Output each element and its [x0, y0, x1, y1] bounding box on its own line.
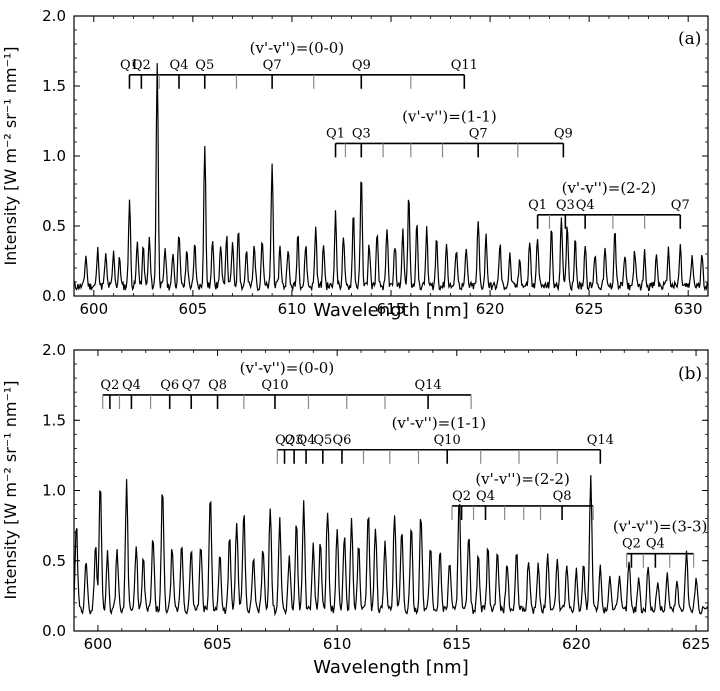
panel-b-x-tick-label: 610: [323, 635, 352, 653]
panel-a-x-axis-label: Wavelength [nm]: [313, 300, 469, 321]
panel-a-band-label: Q1: [326, 126, 345, 141]
panel-a-x-tick-label: 610: [278, 300, 307, 318]
panel-a-x-tick-label: 620: [476, 300, 505, 318]
panel-b-x-axis-label: Wavelength [nm]: [313, 657, 469, 678]
panel-a-y-tick-label: 0.5: [42, 217, 66, 235]
panel-b-y-tick-label: 2.0: [42, 341, 66, 359]
panel-b-band-label: Q3: [285, 433, 304, 448]
panel-b-band-label: Q8: [208, 378, 227, 393]
panel-b-band-label: Q8: [553, 489, 572, 504]
panel-a-band-label: Q3: [556, 198, 575, 213]
panel-b-band-label: Q5: [313, 433, 332, 448]
panel-b-x-tick-label: 625: [682, 635, 711, 653]
panel-b-band-label: Q14: [587, 433, 614, 448]
panel-b-band-3: (v'-v'')=(3-3)Q2 Q4: [613, 518, 708, 568]
panel-b-x-tick-label: 620: [562, 635, 591, 653]
panel-a-band-label: Q1: [528, 198, 547, 213]
panel-b-band-title: (v'-v'')=(3-3): [613, 518, 708, 536]
panel-b-band-label: Q2: [622, 537, 641, 552]
panel-a-x-tick-label: 615: [377, 300, 406, 318]
panel-b-y-tick-label: 0.0: [42, 622, 66, 640]
panel-a-axes: 600 605 610 615 620 625 630 0.0 0.5 1.0 1.5 2.0: [42, 7, 709, 318]
panel-b-y-axis-label: Intensity [W m⁻² sr⁻¹ nm⁻¹]: [1, 380, 20, 599]
panel-a-band-label: Q2: [132, 58, 151, 73]
panel-a-y-axis-label: Intensity [W m⁻² sr⁻¹ nm⁻¹]: [1, 46, 20, 265]
panel-b-band-label: Q10: [434, 433, 461, 448]
panel-a-band-label: Q7: [469, 126, 488, 141]
panel-b-band-2: (v'-v'')=(2-2) Q2 Q4 Q8: [451, 470, 594, 520]
panel-b-label: (b): [678, 364, 702, 384]
panel-a-x-tick-label: 630: [674, 300, 703, 318]
panel-b-band-label: Q2: [100, 378, 119, 393]
panel-a-y-tick-label: 2.0: [42, 7, 66, 25]
panel-b-band-label: Q4: [297, 433, 316, 448]
panel-b-band-label: Q7: [182, 378, 201, 393]
panel-a-y-tick-label: 1.5: [42, 77, 66, 95]
panel-b-band-label: Q2: [452, 489, 471, 504]
panel-a-band-label: Q9: [352, 58, 371, 73]
panel-a-band-1: (v'-v'')=(1-1) Q1 Q3 Q7 Q9: [326, 107, 573, 158]
panel-a-band-label: Q4: [576, 198, 595, 213]
panel-b-band-label: Q4: [122, 378, 141, 393]
panel-a-band-2: (v'-v'')=(2-2) Q1 Q3 Q4 Q7: [528, 179, 690, 229]
panel-b-y-tick-label: 1.5: [42, 411, 66, 429]
panel-a-label: (a): [678, 29, 701, 49]
panel-b-x-tick-label: 600: [84, 635, 113, 653]
panel-b-x-tick-label: 615: [442, 635, 471, 653]
panel-a-band-title: (v'-v'')=(0-0): [250, 39, 345, 57]
panel-b-band-label: Q14: [414, 378, 441, 393]
panel-a-y-tick-label: 1.0: [42, 147, 66, 165]
panel-a-series-line: [73, 63, 709, 292]
panel-a-band-label: Q3: [352, 126, 371, 141]
panel-b-x-tick-label: 605: [203, 635, 232, 653]
panel-b-bands: (v'-v'')=(0-0)Q2 Q4 Q6 Q7 Q8 Q10 Q14(v'-v'')=(…: [100, 359, 707, 568]
panel-b-band-label: Q4: [476, 489, 495, 504]
panel-b-band-label: Q6: [332, 433, 351, 448]
panel-b-band-0: (v'-v'')=(0-0) Q2 Q4 Q6 Q7 Q8 Q10 Q14: [100, 359, 472, 409]
panel-a-x-tick-label: 600: [79, 300, 108, 318]
panel-b-band-title: (v'-v'')=(1-1): [392, 414, 487, 432]
panel-b-band-label: Q4: [646, 537, 665, 552]
panel-b: 600 605 610 615 620 625 0.0 0.5 1.0 1.5 2.0 (v'-v'…: [1, 341, 710, 678]
panel-a-band-label: Q4: [170, 58, 189, 73]
panel-b-band-label: Q10: [261, 378, 288, 393]
panel-b-band-label: Q2: [275, 433, 294, 448]
panel-b-y-tick-label: 1.0: [42, 482, 66, 500]
panel-a-band-title: (v'-v'')=(1-1): [402, 107, 497, 125]
panel-a-x-tick-label: 625: [575, 300, 604, 318]
panel-b-axes: 600 605 610 615 620 625 0.0 0.5 1.0 1.5 2.0: [42, 341, 710, 653]
panel-b-series-line: [73, 475, 709, 617]
panel-b-y-tick-label: 0.5: [42, 552, 66, 570]
panel-b-band-label: Q6: [160, 378, 179, 393]
panel-b-band-title: (v'-v'')=(2-2): [475, 470, 570, 488]
panel-a-band-label: Q7: [263, 58, 282, 73]
panel-a-y-tick-label: 0.0: [42, 287, 66, 305]
panel-a-band-label: Q5: [195, 58, 214, 73]
panel-a-band-label: Q1: [120, 58, 139, 73]
panel-a-x-tick-label: 605: [179, 300, 208, 318]
panel-a-band-label: Q9: [554, 126, 573, 141]
panel-a: 600 605 610 615 620 625 630 0.0 0.5 1.0 1.5 2.0 (v'…: [1, 7, 709, 321]
panel-a-band-label: Q7: [671, 198, 690, 213]
panel-a-band-label: Q11: [451, 58, 478, 73]
panel-a-band-title: (v'-v'')=(2-2): [562, 179, 657, 197]
panel-b-band-title: (v'-v'')=(0-0): [240, 359, 335, 377]
